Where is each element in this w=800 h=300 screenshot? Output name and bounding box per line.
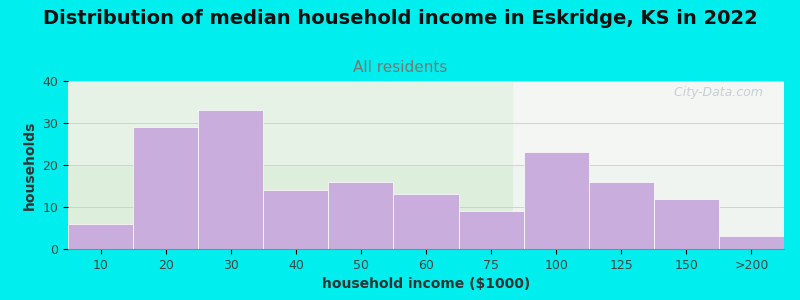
Text: Distribution of median household income in Eskridge, KS in 2022: Distribution of median household income …	[42, 9, 758, 28]
X-axis label: household income ($1000): household income ($1000)	[322, 277, 530, 291]
Bar	[524, 152, 589, 249]
Bar	[589, 182, 654, 249]
Bar	[198, 110, 263, 249]
Bar	[68, 81, 512, 249]
Text: All residents: All residents	[353, 60, 447, 75]
Bar	[68, 224, 133, 249]
Bar	[328, 182, 394, 249]
Bar	[394, 194, 458, 249]
Text: City-Data.com: City-Data.com	[666, 86, 762, 99]
Bar	[458, 211, 524, 249]
Bar	[719, 236, 784, 249]
Bar	[654, 199, 719, 249]
Bar	[263, 190, 328, 249]
Bar	[68, 81, 784, 165]
Bar	[133, 127, 198, 249]
Y-axis label: households: households	[23, 120, 37, 210]
